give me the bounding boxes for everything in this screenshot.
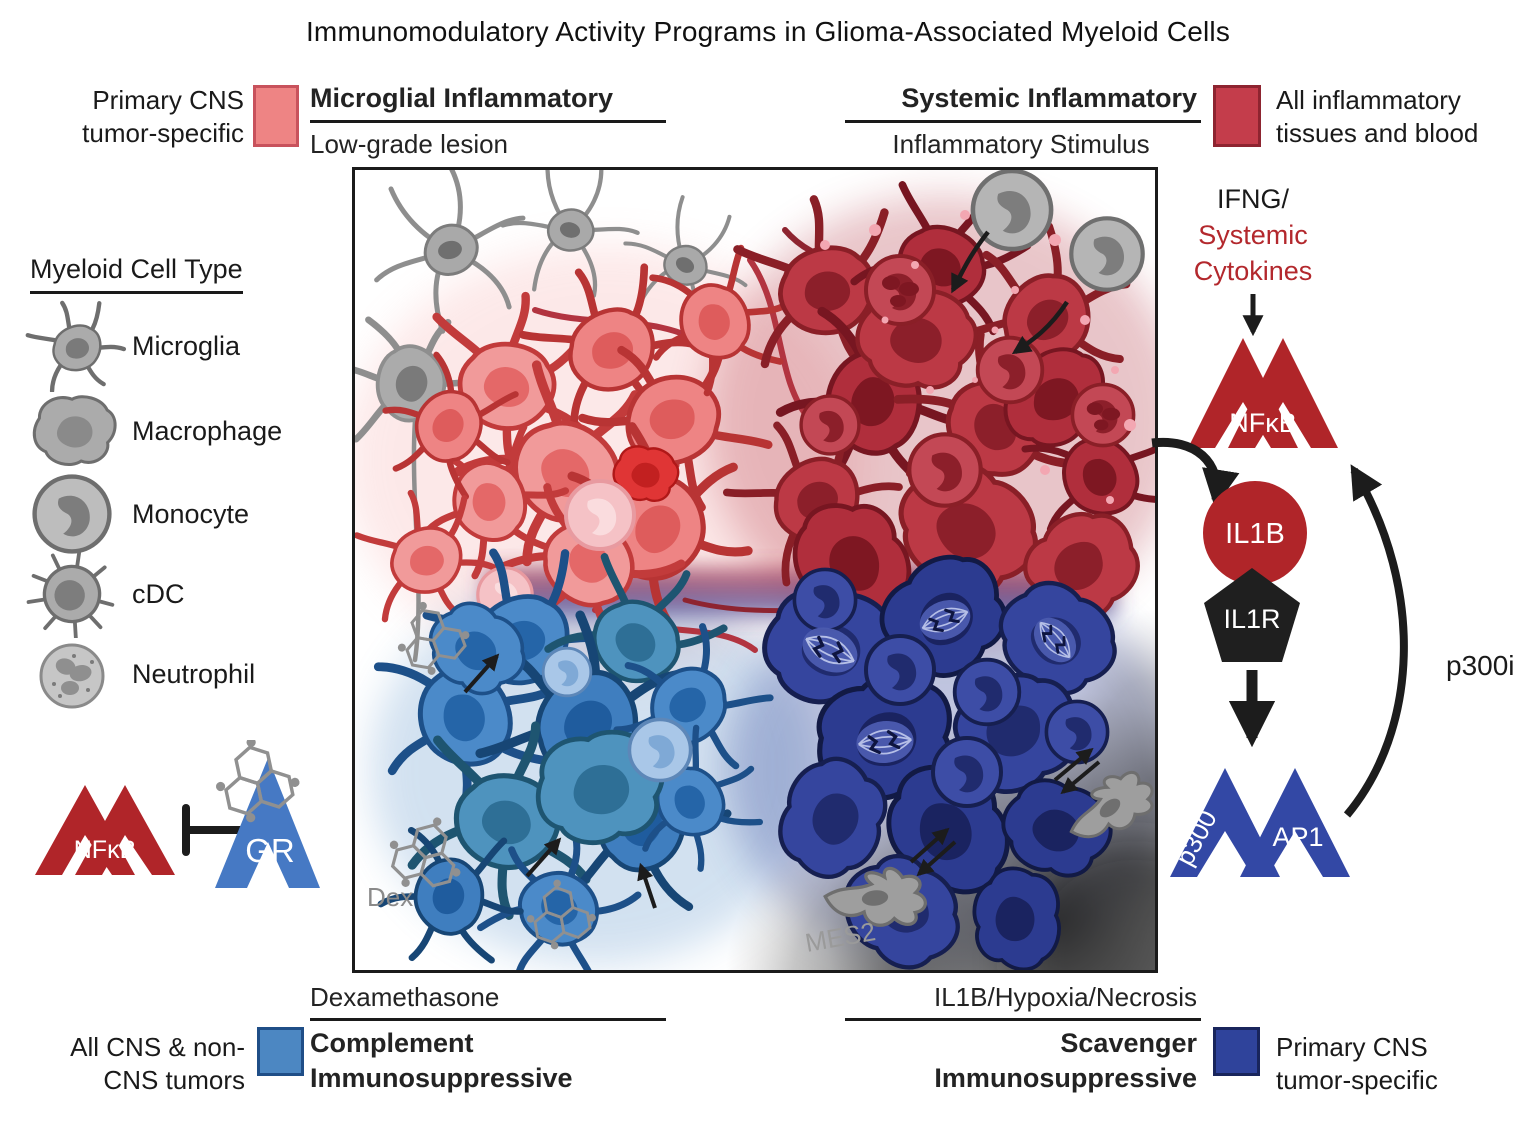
myeloid-label-macrophage: Macrophage [132, 416, 283, 446]
central-panel: Dex [328, 167, 1285, 1121]
nfkb-node: NFκB [1188, 338, 1338, 448]
quadrant-label-microglial-inflammatory: Microglial Inflammatory [310, 83, 614, 113]
legend-top-right-text: All inflammatory tissues and blood [1276, 85, 1479, 148]
il1r-node-label: IL1R [1223, 604, 1280, 634]
pathway-input-ifng: IFNG/ [1217, 184, 1289, 214]
il1b-pathway: IFNG/ Systemic Cytokines NFκB IL1B IL1R … [1151, 184, 1515, 877]
myeloid-label-cdc: cDC [132, 579, 185, 609]
central-scene: Dex [328, 170, 1285, 1121]
il1b-node: IL1B [1203, 481, 1307, 585]
divider-top-right [845, 120, 1201, 123]
myeloid-label-neutrophil: Neutrophil [132, 659, 256, 689]
stimulus-label-inflammatory-stimulus: Inflammatory Stimulus [892, 129, 1150, 159]
myeloid-label-microglia: Microglia [132, 331, 241, 361]
monocyte-entry-arrow [950, 230, 990, 294]
nfkb-label: NFκB [74, 836, 137, 864]
pathway-input-cytokines: Cytokines [1194, 256, 1313, 286]
ap1-label: AP1 [1272, 822, 1323, 852]
quadrant-label-complement: Complement Immunosuppressive [310, 1028, 573, 1093]
panel-to-il1b-arrow [1151, 437, 1240, 508]
legend-bottom-left-text: All CNS & non- CNS tumors [70, 1032, 245, 1095]
nfkb-gr-module: NFκB GR [35, 740, 320, 888]
stimulus-label-dexamethasone: Dexamethasone [310, 982, 500, 1012]
p300i-feedback-arrow [1343, 464, 1408, 818]
stimulus-label-il1b-hypoxia-necrosis: IL1B/Hypoxia/Necrosis [934, 982, 1197, 1012]
il1b-node-label: IL1B [1225, 518, 1285, 550]
il1r-node: IL1R [1204, 568, 1300, 662]
macrophage-icon [29, 389, 120, 472]
monocyte-icon [34, 476, 110, 552]
divider-bottom-left [310, 1018, 666, 1021]
legend-swatch-dark-red [1213, 85, 1261, 147]
monocyte-entry-arrow [1011, 300, 1069, 355]
myeloid-panel-heading: Myeloid Cell Type [30, 254, 243, 294]
dexamethasone-molecules: Dex [367, 589, 657, 955]
stimulus-label-low-grade-lesion: Low-grade lesion [310, 129, 509, 159]
legend-swatch-light-blue [257, 1027, 304, 1076]
cdc-icon [18, 550, 126, 638]
gr-shape: GR [215, 758, 320, 888]
quadrant-label-scavenger: Scavenger Immunosuppressive [934, 1028, 1197, 1093]
p300-ap1-node: p300 AP1 [1169, 768, 1350, 877]
p300i-label: p300i [1446, 650, 1515, 681]
divider-bottom-right [845, 1018, 1201, 1021]
legend-swatch-dark-blue [1213, 1027, 1260, 1076]
infiltrating-monocytes [950, 170, 1143, 355]
legend-bottom-right-text: Primary CNS tumor-specific [1276, 1032, 1438, 1095]
neutrophil-icon [39, 643, 105, 709]
gr-label: GR [245, 832, 295, 869]
legend-swatch-salmon [253, 85, 299, 147]
microglia-icon [21, 300, 132, 392]
figure-title: Immunomodulatory Activity Programs in Gl… [305, 16, 1231, 47]
quadrant-label-systemic-inflammatory: Systemic Inflammatory [901, 83, 1197, 113]
legend-top-left-text: Primary CNS tumor-specific [82, 85, 244, 148]
divider-top-left [310, 120, 666, 123]
inhibition-tee [182, 804, 252, 856]
pathway-input-systemic: Systemic [1198, 220, 1308, 250]
nfkb-shape-left: NFκB [35, 785, 175, 875]
dex-label: Dex [367, 882, 413, 912]
nfkb-node-label: NFκB [1229, 408, 1297, 438]
interconversion-arrows [909, 747, 1101, 877]
myeloid-label-monocyte: Monocyte [132, 499, 250, 529]
